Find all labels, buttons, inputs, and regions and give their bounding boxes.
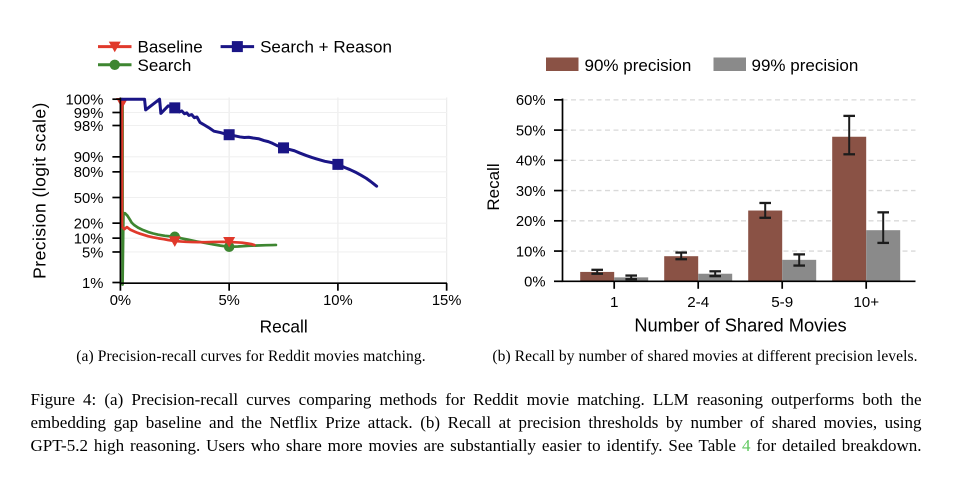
- y-tick-label: 20%: [74, 216, 104, 232]
- recall-bars-chart: 0% 10% 20% 30% 40% 50% 60% 1 2-4 5-9 10+ Number of …: [484, 56, 916, 336]
- figure-caption-line3-post: for detailed breakdown.: [750, 436, 922, 455]
- y-tick-label: 98%: [74, 119, 104, 135]
- x-tick-label: 5%: [218, 293, 239, 309]
- legend-label: Baseline: [138, 38, 203, 57]
- y-tick-label: 20%: [516, 214, 546, 230]
- figure-caption-line2: embedding gap baseline and the Netflix P…: [30, 413, 922, 432]
- y-tick-label: 60%: [516, 93, 546, 109]
- subcaption-b: (b) Recall by number of shared movies at…: [492, 348, 918, 365]
- x-tick-label: 15%: [432, 293, 462, 309]
- x-axis-label: Recall: [260, 317, 308, 337]
- y-tick-label: 1%: [82, 276, 103, 292]
- x-tick-label: 10%: [323, 293, 353, 309]
- legend-marker: [109, 59, 120, 70]
- y-tick-label: 80%: [74, 165, 104, 181]
- bar-90-precision-5-9: [748, 210, 783, 282]
- figure-caption-line1: Figure 4: (a) Precision-recall curves co…: [30, 390, 922, 409]
- legend-label: 90% precision: [585, 56, 692, 75]
- x-tick-label: 1: [610, 294, 618, 311]
- x-tick-label: 10+: [853, 294, 879, 311]
- bar-90-precision-10+: [832, 136, 867, 282]
- series-marker-search-reason: [169, 102, 181, 114]
- figure-caption: Figure 4: (a) Precision-recall curves co…: [31, 388, 922, 457]
- legend-marker: [231, 41, 243, 53]
- bar-99-precision-5-9: [782, 259, 817, 282]
- series-marker-search-reason: [332, 158, 344, 170]
- x-axis-label: Number of Shared Movies: [634, 315, 846, 336]
- y-tick-label: 40%: [516, 154, 546, 170]
- y-tick-label: 10%: [516, 244, 546, 260]
- y-tick-label: 10%: [74, 231, 104, 247]
- legend-swatch: [713, 57, 746, 71]
- x-tick-label: 0%: [110, 293, 131, 309]
- series-marker-baseline: [168, 236, 181, 247]
- pr-curves-chart: 1%5%10%20%50%80%90%98%99%100%0% 5% 10% 15%R…: [30, 38, 462, 337]
- y-tick-label: 90%: [74, 150, 104, 166]
- y-tick-label: 50%: [74, 191, 104, 207]
- table-4-link[interactable]: 4: [741, 436, 751, 455]
- legend-label: Search: [138, 56, 192, 75]
- y-tick-label: 100%: [66, 93, 104, 109]
- bar-90-precision-2-4: [664, 256, 699, 282]
- y-tick-label: 99%: [74, 106, 104, 122]
- y-tick-label: 0%: [524, 275, 545, 291]
- series-marker-search-reason: [223, 129, 235, 141]
- legend-marker: [108, 41, 121, 53]
- series-marker-baseline: [223, 236, 236, 248]
- subcaption-a: (a) Precision-recall curves for Reddit m…: [76, 348, 426, 365]
- y-tick-label: 30%: [516, 184, 546, 200]
- y-axis-label: Precision (logit scale): [30, 102, 50, 279]
- legend-label: Search + Reason: [260, 38, 392, 57]
- x-tick-label: 2-4: [687, 294, 709, 311]
- series-marker-search-reason: [278, 142, 290, 154]
- y-axis-label: Recall: [484, 163, 503, 210]
- legend-label: 99% precision: [752, 56, 859, 75]
- legend-swatch: [546, 57, 579, 71]
- figure-caption-line3: GPT-5.2 high reasoning. Users who share …: [31, 434, 922, 457]
- series-line-search: [121, 97, 278, 286]
- bar-90-precision-1: [580, 271, 615, 282]
- bar-99-precision-2-4: [698, 273, 733, 282]
- y-tick-label: 50%: [516, 123, 546, 139]
- y-tick-label: 5%: [82, 245, 103, 261]
- figure-caption-line3-pre: GPT-5.2 high reasoning. Users who share …: [30, 436, 742, 455]
- x-tick-label: 5-9: [771, 294, 793, 311]
